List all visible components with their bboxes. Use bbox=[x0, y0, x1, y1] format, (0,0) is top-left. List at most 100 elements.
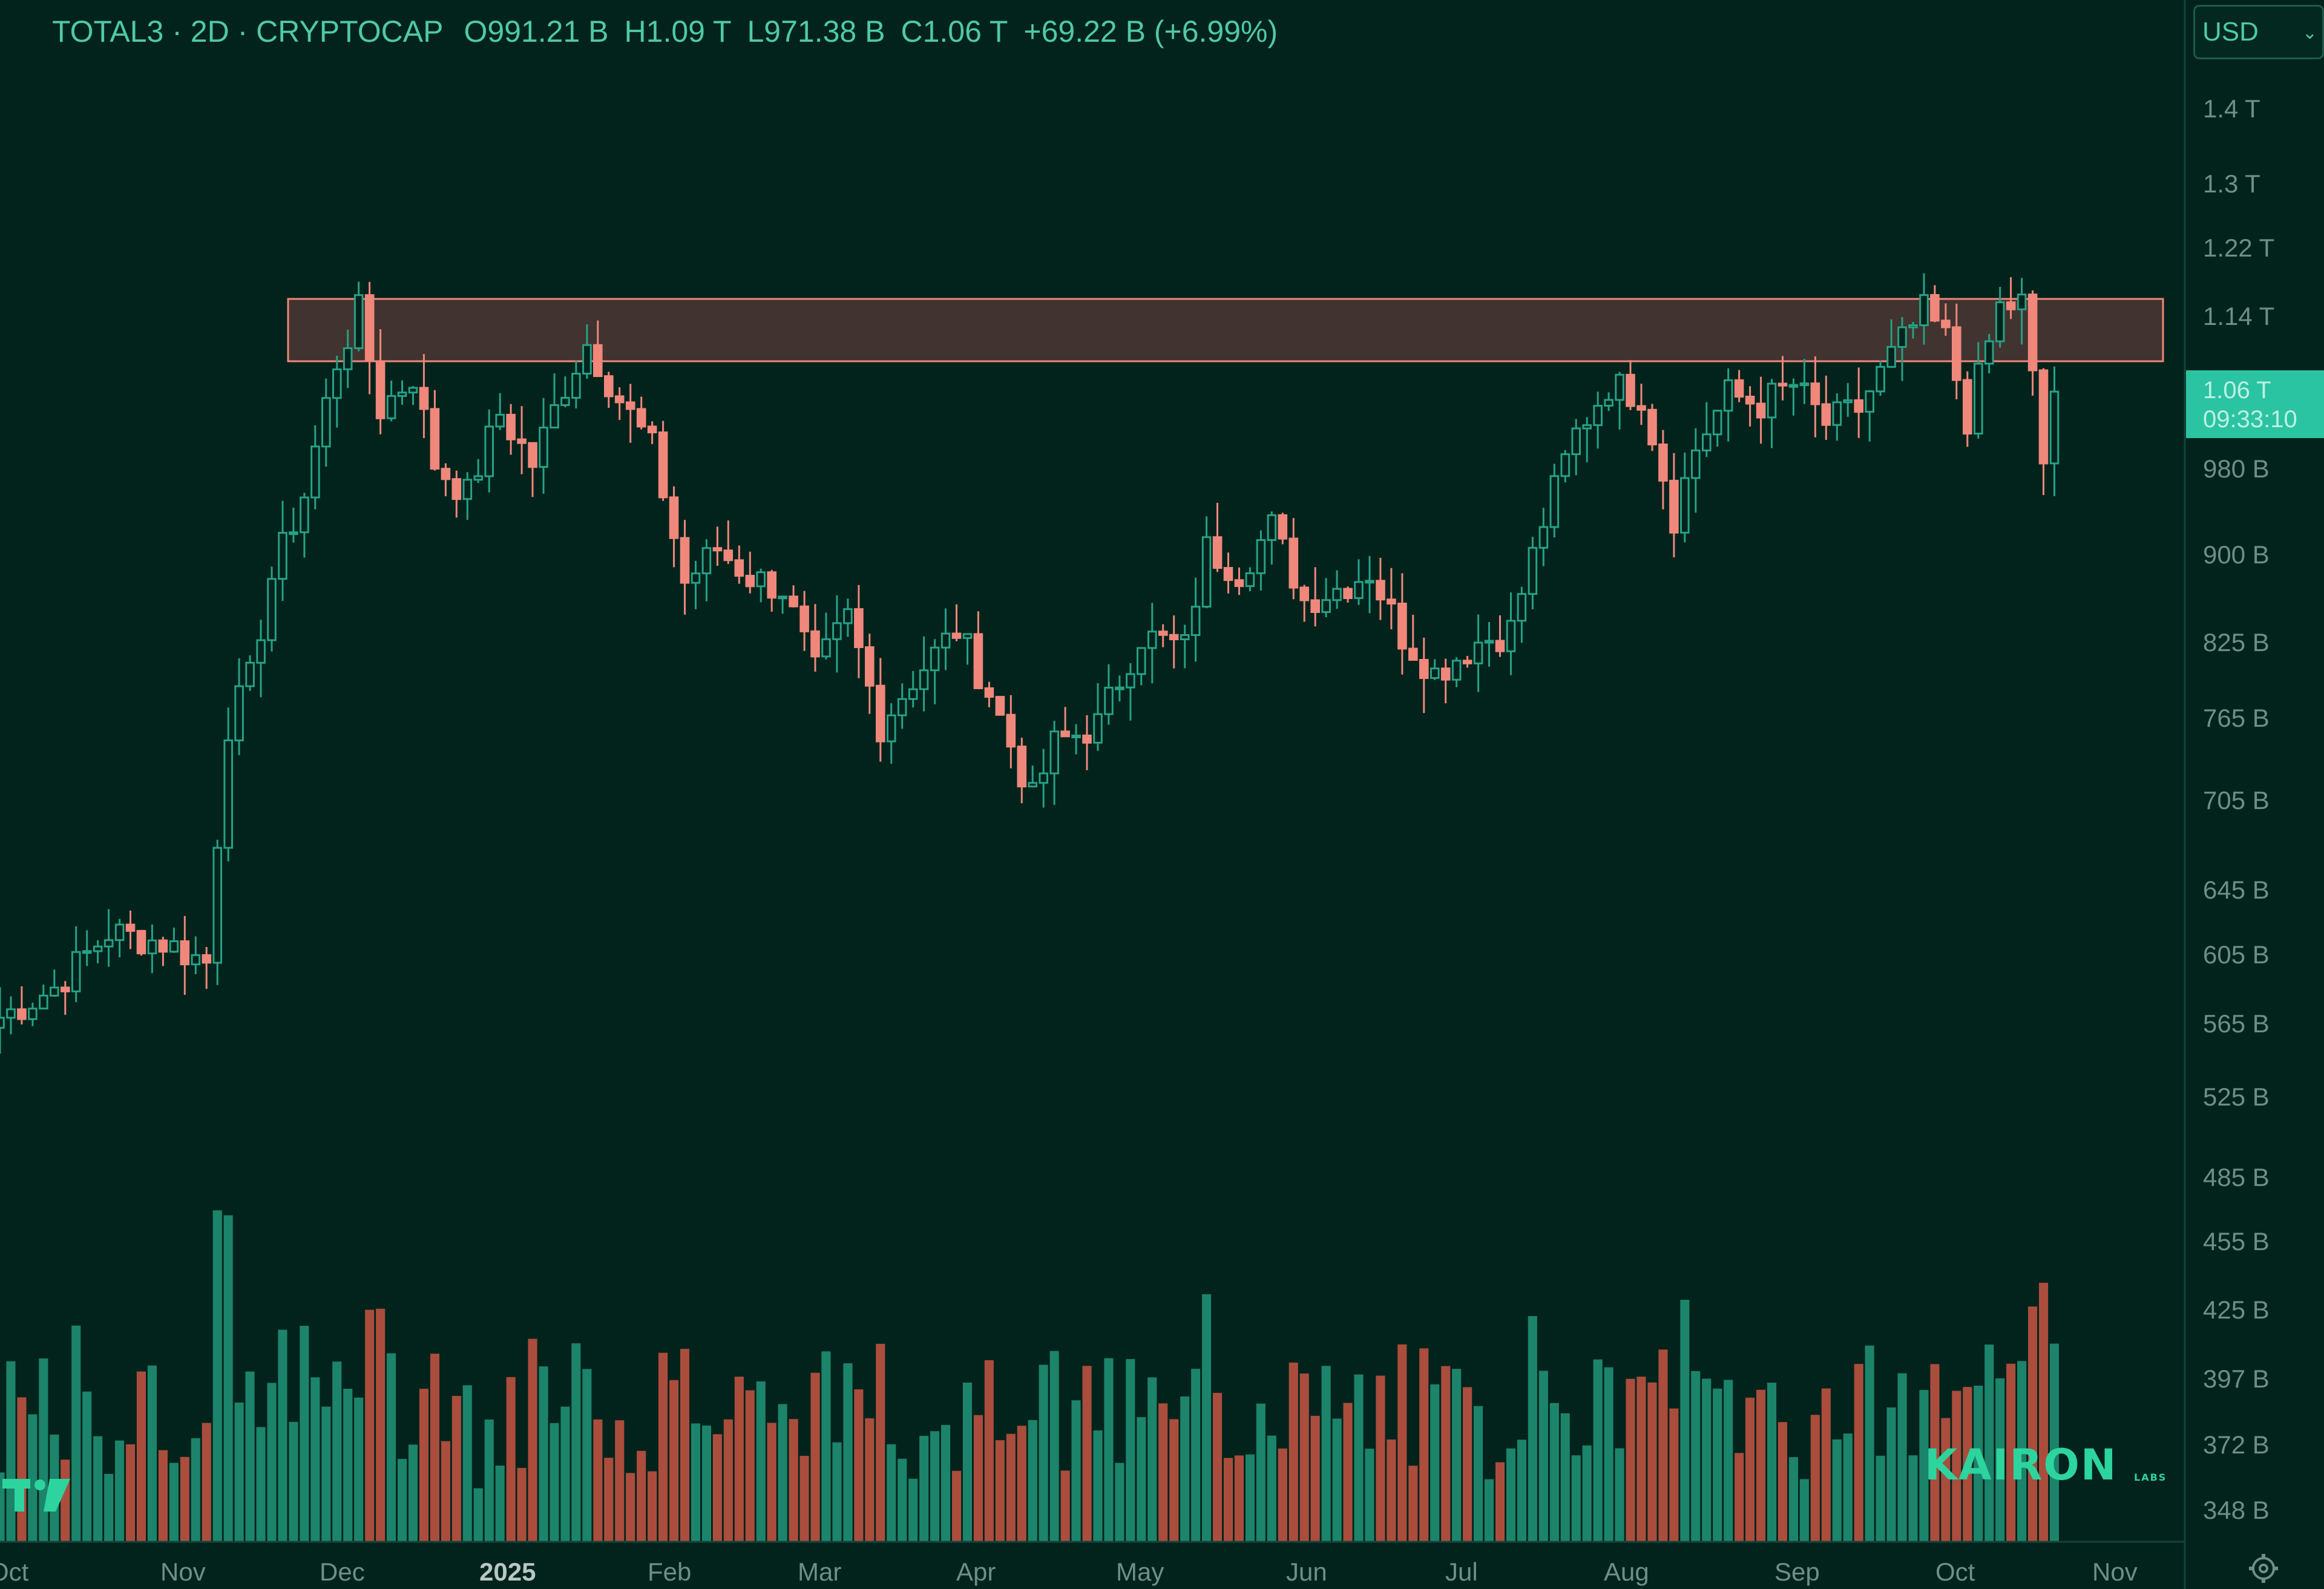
candle-body bbox=[1658, 444, 1668, 482]
candle-body bbox=[1126, 673, 1135, 689]
volume-bar bbox=[571, 1343, 581, 1542]
volume-bar bbox=[1408, 1466, 1418, 1542]
candle-body bbox=[2017, 293, 2027, 310]
price-tick-label: 1.14 T bbox=[2203, 302, 2274, 330]
candle-body bbox=[364, 294, 375, 362]
candle-body bbox=[1604, 399, 1613, 407]
gear-icon[interactable] bbox=[2248, 1553, 2279, 1584]
candle-body bbox=[1071, 735, 1081, 738]
candle-body bbox=[1419, 659, 1429, 680]
candle-body bbox=[1886, 346, 1896, 368]
candle-body bbox=[1190, 606, 1201, 636]
volume-bar bbox=[473, 1488, 483, 1542]
candle-body bbox=[1180, 634, 1190, 640]
volume-bar bbox=[365, 1309, 375, 1542]
candle-body bbox=[1267, 514, 1277, 542]
volume-bar bbox=[82, 1391, 92, 1542]
volume-bar bbox=[1876, 1455, 1885, 1542]
time-axis[interactable]: Oct Nov Dec 2025 Feb Mar Apr May Jun Jul Aug Sep Oct… bbox=[0, 1558, 2138, 1586]
candle-body bbox=[202, 954, 212, 964]
price-scale[interactable]: 1.4 T 1.3 T 1.22 T 1.14 T 980 B 900 B 825 B 765… bbox=[2203, 94, 2274, 1524]
volume-bar bbox=[1582, 1445, 1592, 1542]
chart-header: TOTAL3 · 2D · CRYPTOCAP O991.21 B H1.09 … bbox=[52, 13, 1293, 50]
volume-bar bbox=[1463, 1387, 1472, 1542]
volume-bar bbox=[1843, 1433, 1853, 1542]
price-tick-label: 372 B bbox=[2203, 1430, 2270, 1459]
candle-body bbox=[1636, 405, 1646, 411]
candle-body bbox=[723, 549, 734, 562]
volume-bar bbox=[789, 1419, 798, 1542]
volume-bar bbox=[930, 1431, 940, 1542]
candle-body bbox=[919, 669, 929, 690]
candle-body bbox=[799, 605, 809, 632]
volume-bar bbox=[1310, 1415, 1320, 1542]
candle-body bbox=[560, 397, 570, 406]
volume-bar bbox=[1974, 1386, 1983, 1542]
volume-bar bbox=[962, 1382, 972, 1542]
volume-bar bbox=[1538, 1371, 1548, 1542]
candle-body bbox=[1104, 686, 1114, 715]
volume-bar bbox=[1647, 1382, 1657, 1542]
volume-bar bbox=[1549, 1403, 1559, 1542]
candle-body bbox=[951, 632, 962, 639]
volume-bar bbox=[1528, 1316, 1537, 1542]
candle-body bbox=[1963, 379, 1972, 435]
candle-body bbox=[1734, 379, 1744, 398]
time-tick-label: Feb bbox=[648, 1558, 691, 1586]
volume-bar bbox=[71, 1325, 81, 1542]
volume-bar bbox=[1919, 1390, 1929, 1542]
candle-body bbox=[2049, 390, 2060, 465]
volume-bar bbox=[1713, 1388, 1722, 1542]
candle-body bbox=[169, 940, 179, 953]
candle-body bbox=[1756, 402, 1766, 419]
volume-bar bbox=[1680, 1300, 1690, 1542]
volume-bar bbox=[2006, 1363, 2016, 1542]
currency-selector[interactable]: USD ⌄ bbox=[2193, 5, 2324, 59]
candle-body bbox=[571, 373, 581, 399]
candle-body bbox=[701, 547, 712, 575]
candle-body bbox=[517, 438, 527, 444]
candle-body bbox=[1484, 640, 1494, 644]
candle-body bbox=[1169, 634, 1179, 641]
time-tick-label: Sep bbox=[1774, 1558, 1820, 1586]
volume-bar bbox=[984, 1360, 994, 1542]
volume-bar bbox=[278, 1329, 287, 1542]
volume-bar bbox=[1191, 1369, 1201, 1542]
candle-body bbox=[854, 608, 864, 648]
volume-bar bbox=[17, 1397, 27, 1542]
chevron-down-icon: ⌄ bbox=[2302, 23, 2317, 43]
candle-body bbox=[1528, 546, 1538, 595]
volume-bar bbox=[310, 1377, 320, 1542]
candle-body bbox=[1430, 667, 1440, 679]
resistance-zone[interactable] bbox=[287, 298, 2164, 362]
candle-body bbox=[147, 939, 157, 955]
candle-body bbox=[158, 939, 168, 953]
candle-body bbox=[712, 547, 723, 552]
candle-body bbox=[1593, 405, 1603, 427]
volume-bar bbox=[1039, 1365, 1048, 1542]
volume-bar bbox=[506, 1377, 516, 1542]
candle-body bbox=[1897, 326, 1907, 348]
volume-bar bbox=[376, 1308, 386, 1542]
candle-body bbox=[539, 427, 548, 468]
candle-body bbox=[2006, 301, 2016, 310]
volume-bar bbox=[398, 1459, 407, 1542]
candle-body bbox=[506, 413, 516, 441]
price-tick-label: 825 B bbox=[2203, 628, 2270, 657]
volume-bar bbox=[1485, 1479, 1494, 1542]
candle-body bbox=[300, 496, 309, 534]
candle-body bbox=[114, 923, 125, 942]
volume-bar bbox=[462, 1385, 472, 1542]
candle-body bbox=[1310, 599, 1320, 613]
candle-body bbox=[1506, 620, 1516, 652]
volume-bar bbox=[582, 1369, 592, 1542]
price-tick-label: 1.3 T bbox=[2203, 169, 2260, 198]
ohlc-close: C1.06 T bbox=[901, 15, 1008, 48]
volume-bar bbox=[1810, 1415, 1820, 1542]
volume-bar bbox=[1821, 1388, 1831, 1542]
volume-bar bbox=[441, 1441, 450, 1542]
candlesticks bbox=[0, 273, 2060, 1054]
volume-bar bbox=[876, 1343, 885, 1542]
symbol-title[interactable]: TOTAL3 · 2D · CRYPTOCAP bbox=[52, 15, 444, 48]
